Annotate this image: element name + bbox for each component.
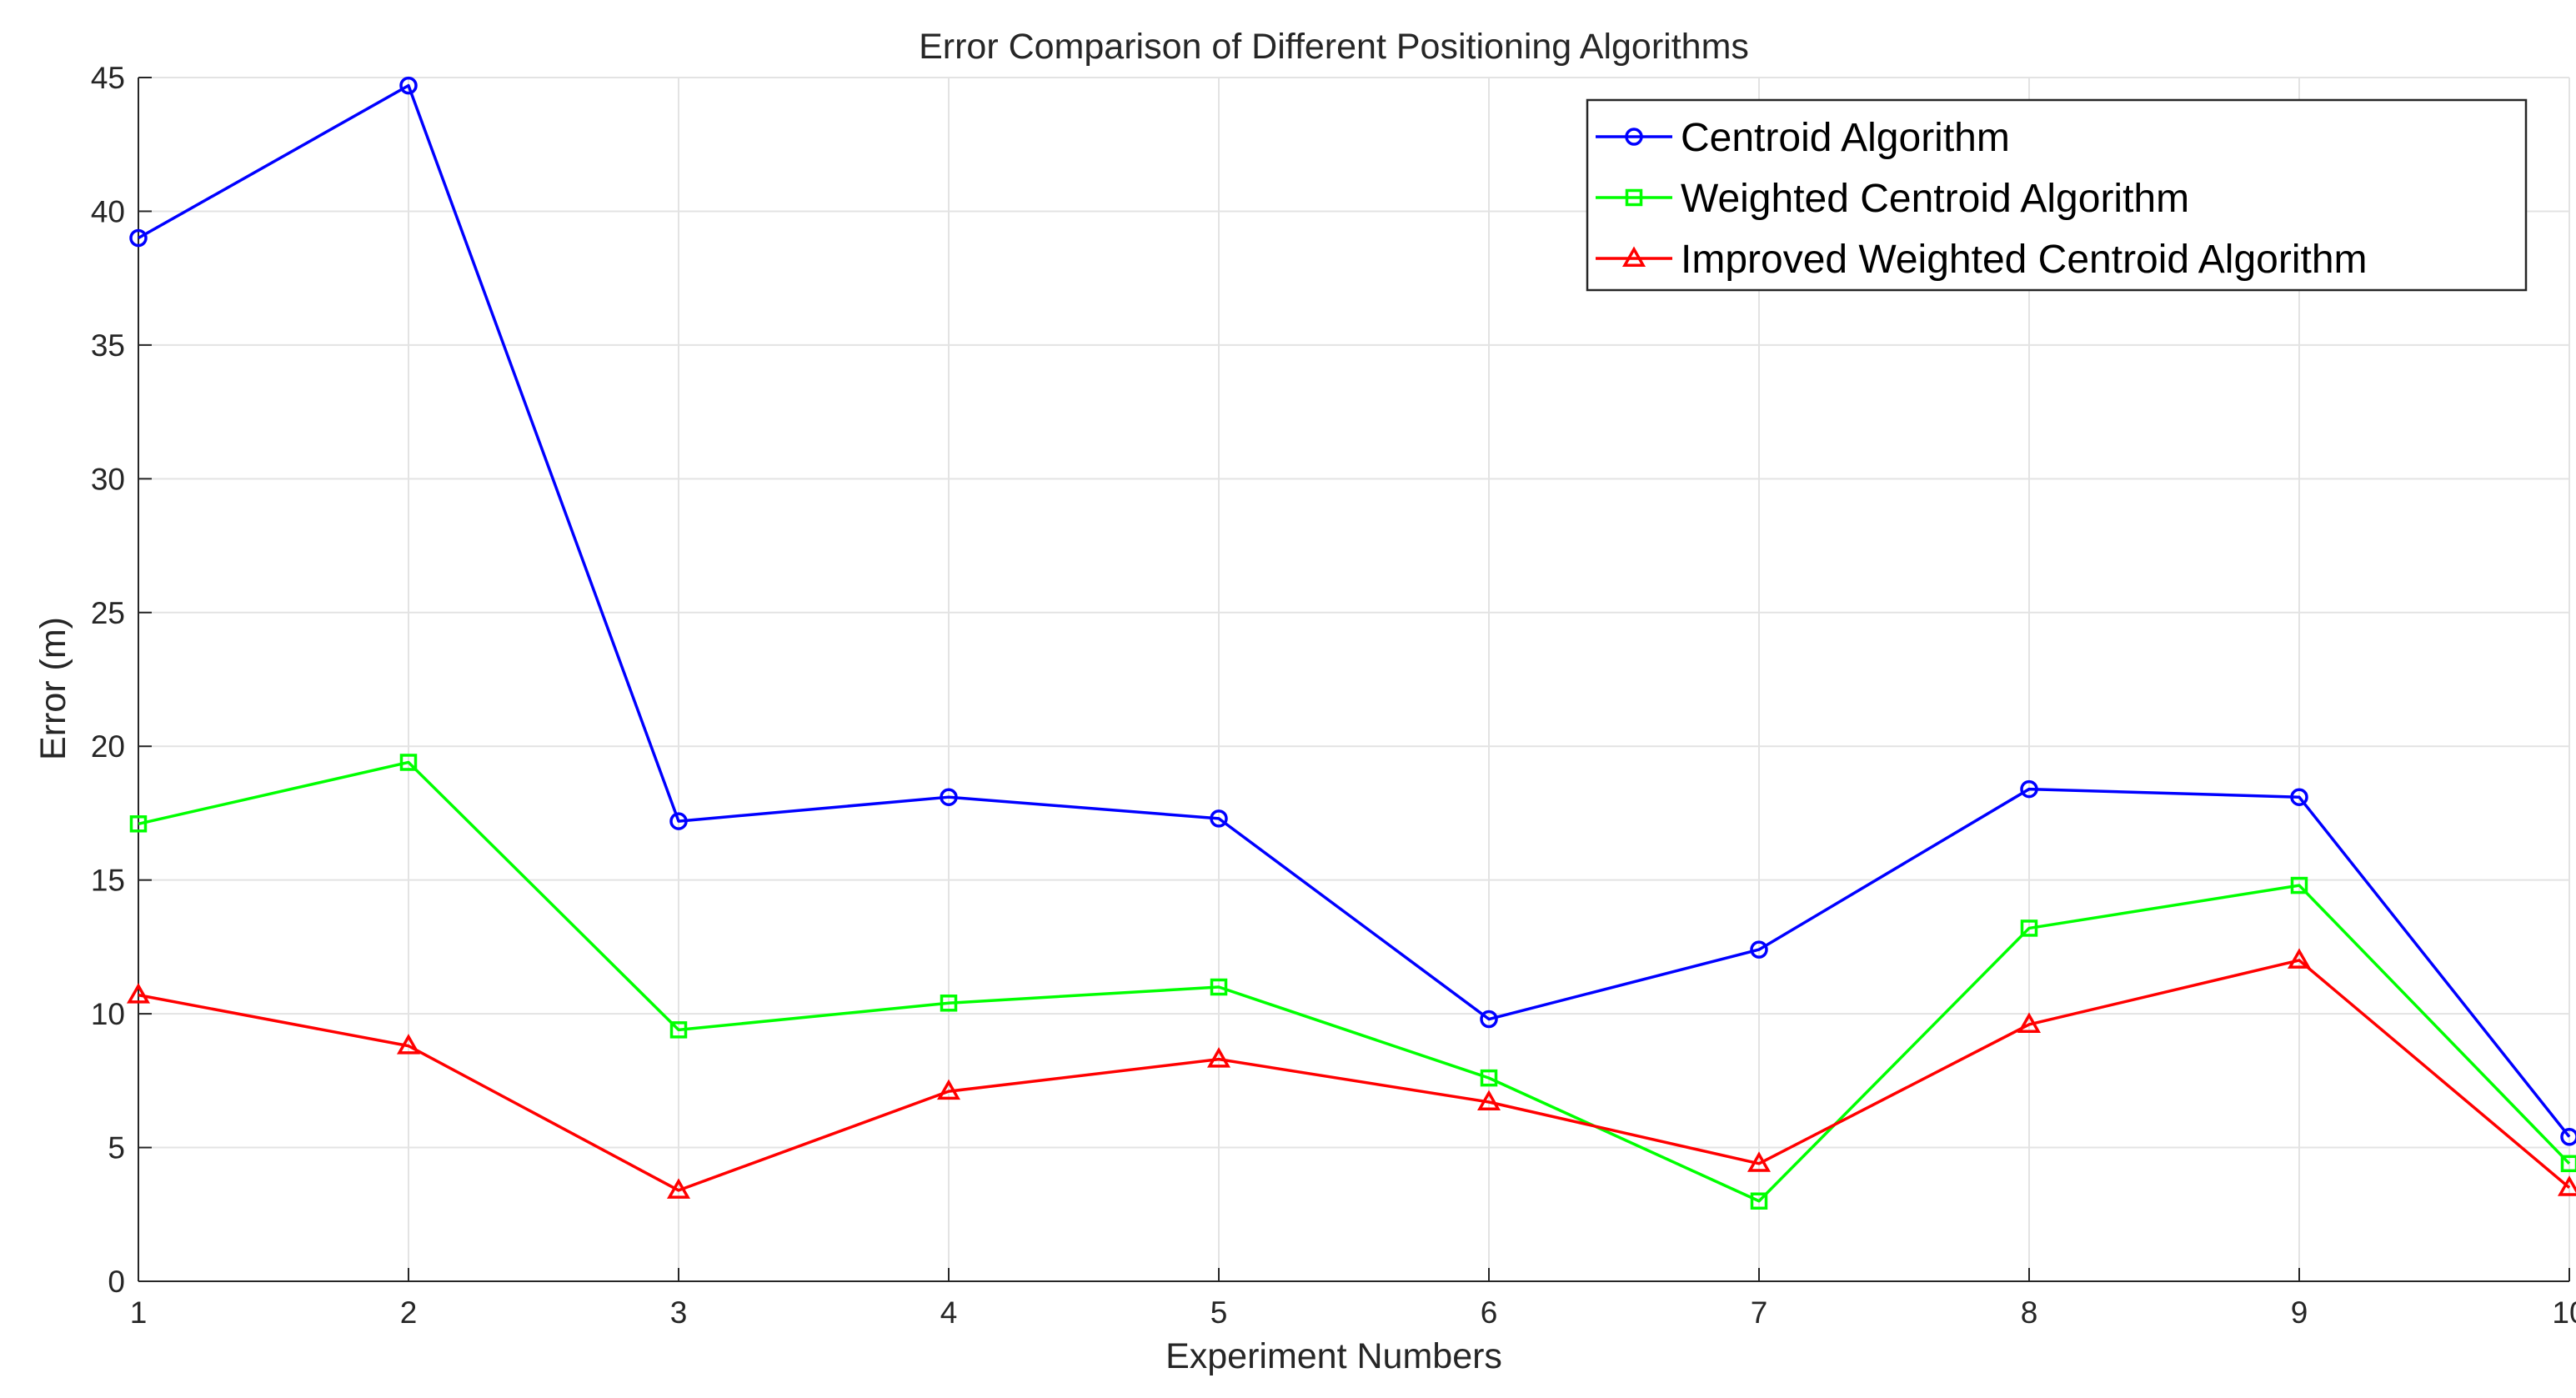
x-tick-label: 7: [1751, 1295, 1768, 1330]
x-tick-label: 5: [1210, 1295, 1228, 1330]
y-tick-label: 10: [91, 997, 125, 1031]
legend-label: Centroid Algorithm: [1681, 116, 2010, 160]
x-tick-label: 2: [400, 1295, 418, 1330]
y-tick-label: 5: [108, 1131, 125, 1165]
legend-item: Improved Weighted Centroid Algorithm: [1596, 238, 2368, 282]
y-tick-label: 25: [91, 596, 125, 630]
legend: Centroid Algorithm Weighted Centroid Algo…: [1587, 100, 2526, 290]
y-tick-label: 20: [91, 729, 125, 764]
x-tick-label: 6: [1481, 1295, 1498, 1330]
y-tick-label: 0: [108, 1265, 125, 1299]
x-tick-label: 9: [2291, 1295, 2308, 1330]
legend-label: Improved Weighted Centroid Algorithm: [1681, 238, 2368, 282]
y-tick-label: 30: [91, 462, 125, 496]
y-axis-label: Error (m): [33, 617, 73, 760]
y-tick-label: 40: [91, 194, 125, 228]
y-tick-label: 45: [91, 61, 125, 95]
x-tick-label: 8: [2021, 1295, 2038, 1330]
line-chart: Error Comparison of Different Positionin…: [0, 0, 2576, 1394]
x-tick-label: 10: [2552, 1295, 2576, 1330]
x-axis-label: Experiment Numbers: [1165, 1336, 1502, 1376]
x-tick-label: 3: [670, 1295, 688, 1330]
legend-item: Weighted Centroid Algorithm: [1596, 177, 2189, 221]
chart: Error Comparison of Different Positionin…: [0, 0, 2576, 1394]
y-tick-label: 15: [91, 864, 125, 898]
x-tick-label: 1: [130, 1295, 148, 1330]
legend-label: Weighted Centroid Algorithm: [1681, 177, 2189, 221]
y-tick-label: 35: [91, 328, 125, 363]
x-tick-label: 4: [940, 1295, 958, 1330]
chart-title: Error Comparison of Different Positionin…: [919, 27, 1749, 67]
